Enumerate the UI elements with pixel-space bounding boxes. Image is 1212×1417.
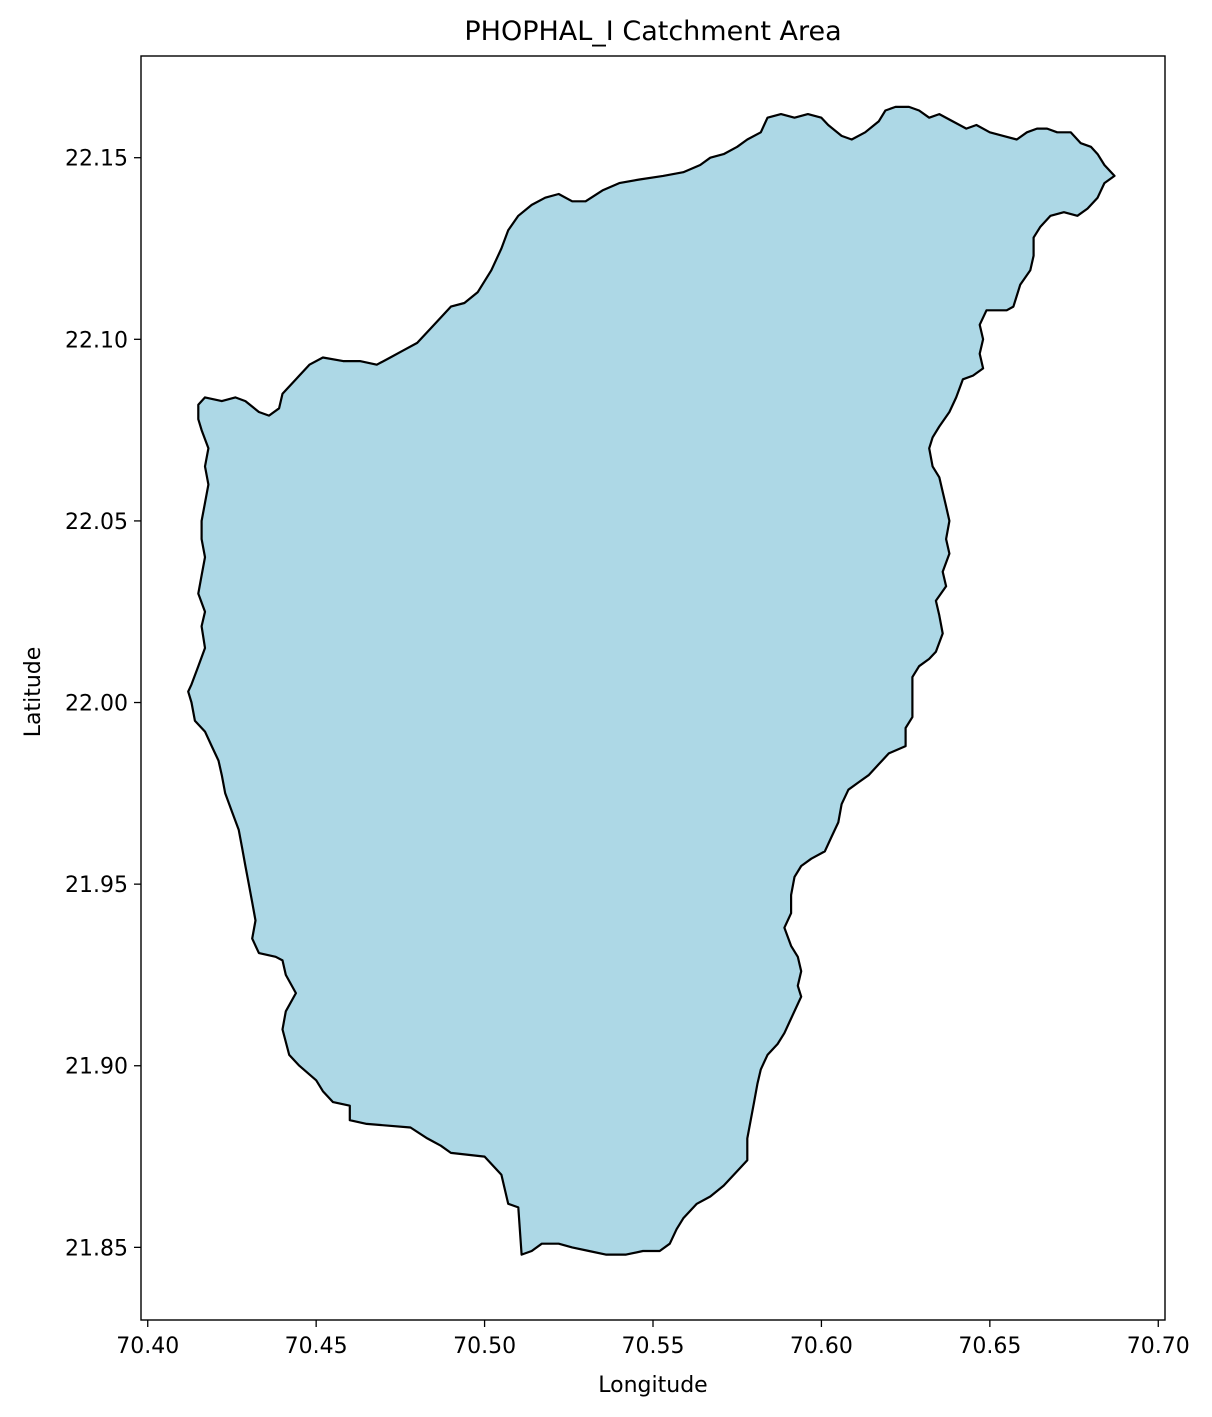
x-tick-label: 70.60 <box>790 1334 853 1359</box>
x-tick-label: 70.40 <box>116 1334 179 1359</box>
catchment-polygon <box>187 105 1116 1256</box>
x-tick-label: 70.55 <box>622 1334 685 1359</box>
y-tick-label: 22.05 <box>65 510 128 535</box>
y-tick-label: 22.00 <box>65 692 128 717</box>
y-tick-label: 21.95 <box>65 873 128 898</box>
x-axis-ticks: 70.40 70.45 70.50 70.55 70.60 70.65 70.70 <box>116 1320 1190 1359</box>
catchment-layer <box>187 105 1116 1256</box>
x-tick-label: 70.70 <box>1127 1334 1190 1359</box>
x-tick-label: 70.50 <box>453 1334 516 1359</box>
x-tick-label: 70.45 <box>285 1334 348 1359</box>
x-tick-label: 70.65 <box>958 1334 1021 1359</box>
y-tick-label: 22.10 <box>65 328 128 353</box>
y-axis-label: Latitude <box>21 647 46 738</box>
x-axis-label: Longitude <box>598 1373 707 1398</box>
y-tick-label: 22.15 <box>65 147 128 172</box>
y-tick-label: 21.85 <box>65 1236 128 1261</box>
y-tick-label: 21.90 <box>65 1055 128 1080</box>
map-title: PHOPHAL_I Catchment Area <box>464 16 841 47</box>
y-axis-ticks: 21.85 21.90 21.95 22.00 22.05 22.10 22.15 <box>65 147 141 1261</box>
